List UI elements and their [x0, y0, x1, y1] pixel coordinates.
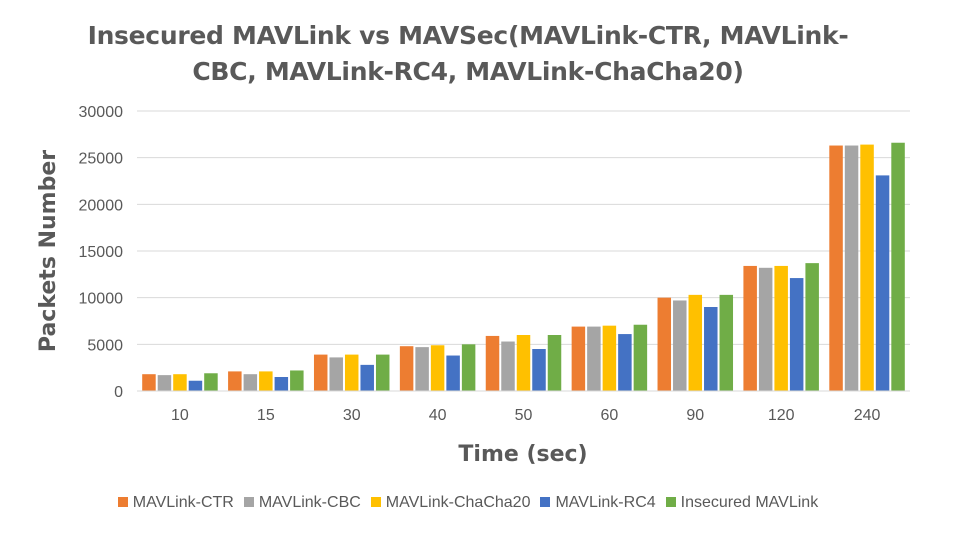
- bar-insecured-mavlink-240: [891, 142, 905, 391]
- legend-swatch: [540, 497, 551, 507]
- y-tick-label: 20000: [79, 197, 124, 214]
- legend-item: MAVLink-ChaCha20: [370, 494, 531, 512]
- bar-insecured-mavlink-120: [805, 263, 819, 391]
- bar-mavlink-ctr-240: [829, 145, 843, 391]
- bar-mavlink-cbc-15: [243, 374, 258, 391]
- bar-mavlink-cbc-40: [415, 347, 429, 391]
- bar-mavlink-rc4-30: [360, 364, 374, 391]
- x-tick-label: 90: [686, 407, 704, 424]
- legend-swatch: [665, 497, 676, 507]
- legend-label: MAVLink-RC4: [555, 494, 656, 511]
- x-axis-title: Time (sec): [458, 442, 587, 467]
- x-tick-label: 10: [171, 407, 189, 424]
- bar-mavlink-ctr-60: [571, 326, 586, 391]
- legend-item: Insecured MAVLink: [665, 494, 819, 512]
- chart-title-line-1: Insecured MAVLink vs MAVSec(MAVLink-CTR,…: [87, 21, 849, 50]
- legend-item: MAVLink-CTR: [117, 494, 234, 512]
- bar-mavlink-chacha20-240: [860, 144, 874, 391]
- bar-mavlink-cbc-240: [844, 145, 859, 391]
- x-tick-label: 40: [429, 407, 447, 424]
- bar-mavlink-ctr-30: [313, 354, 328, 391]
- bars: [142, 142, 905, 391]
- x-tick-labels: 10 15 30 40 50 60 90 120 240: [171, 407, 880, 424]
- bar-insecured-mavlink-40: [461, 344, 476, 391]
- legend-label: MAVLink-CTR: [132, 494, 234, 511]
- legend: MAVLink-CTR MAVLink-CBC MAVLink-ChaCha20 MA…: [0, 494, 936, 512]
- x-tick-label: 30: [343, 407, 361, 424]
- bar-mavlink-ctr-15: [228, 371, 242, 391]
- bar-insecured-mavlink-10: [204, 373, 218, 391]
- y-tick-label: 25000: [79, 151, 124, 168]
- bar-insecured-mavlink-30: [375, 354, 390, 391]
- bar-mavlink-chacha20-40: [430, 345, 445, 391]
- chart-title: Insecured MAVLink vs MAVSec(MAVLink-CTR,…: [0, 18, 936, 90]
- legend-swatch: [243, 497, 254, 507]
- bar-mavlink-ctr-10: [142, 374, 156, 391]
- bar-mavlink-cbc-90: [673, 300, 687, 391]
- bar-mavlink-rc4-10: [188, 380, 203, 391]
- y-tick-label: 0: [114, 384, 123, 401]
- bar-mavlink-ctr-50: [485, 335, 500, 391]
- x-tick-label: 120: [768, 407, 795, 424]
- bar-mavlink-rc4-90: [704, 307, 718, 391]
- bar-mavlink-rc4-50: [532, 349, 546, 391]
- bar-mavlink-cbc-10: [157, 375, 172, 391]
- legend-swatch: [370, 497, 381, 507]
- bar-mavlink-chacha20-60: [602, 325, 617, 391]
- bar-insecured-mavlink-60: [633, 324, 648, 391]
- x-tick-label: 15: [257, 407, 275, 424]
- bar-mavlink-cbc-30: [329, 357, 343, 391]
- bar-mavlink-rc4-240: [875, 175, 890, 391]
- legend-item: MAVLink-CBC: [243, 494, 361, 512]
- legend-item: MAVLink-RC4: [540, 494, 656, 512]
- bar-mavlink-rc4-40: [446, 355, 460, 391]
- y-axis-title: Packets Number: [36, 150, 61, 352]
- x-tick-label: 240: [854, 407, 881, 424]
- bar-mavlink-rc4-15: [274, 377, 289, 391]
- y-tick-label: 15000: [79, 244, 124, 261]
- legend-swatch: [117, 497, 128, 507]
- bar-mavlink-ctr-90: [657, 297, 672, 391]
- legend-label: MAVLink-ChaCha20: [385, 494, 531, 511]
- bar-mavlink-chacha20-30: [344, 354, 359, 391]
- y-tick-label: 30000: [79, 104, 124, 121]
- bar-mavlink-rc4-60: [618, 334, 632, 391]
- chart-title-line-2: CBC, MAVLink-RC4, MAVLink-ChaCha20): [192, 57, 744, 86]
- bar-insecured-mavlink-50: [547, 335, 562, 391]
- bar-mavlink-chacha20-15: [259, 371, 273, 391]
- y-tick-labels: 0 5000 10000 15000 20000 25000 30000: [79, 104, 124, 401]
- y-tick-label: 10000: [79, 291, 124, 308]
- bar-mavlink-ctr-120: [743, 265, 757, 391]
- bar-mavlink-chacha20-50: [516, 335, 531, 391]
- bar-mavlink-cbc-50: [501, 341, 515, 391]
- legend-label: Insecured MAVLink: [680, 494, 819, 511]
- bar-mavlink-cbc-120: [758, 267, 773, 391]
- bar-mavlink-chacha20-10: [173, 374, 187, 391]
- legend-label: MAVLink-CBC: [258, 494, 361, 511]
- bar-insecured-mavlink-15: [290, 370, 304, 391]
- bar-mavlink-cbc-60: [587, 326, 601, 391]
- x-tick-label: 60: [600, 407, 618, 424]
- bar-mavlink-chacha20-120: [774, 265, 788, 391]
- y-tick-label: 5000: [87, 337, 123, 354]
- bar-mavlink-rc4-120: [789, 278, 804, 391]
- x-tick-label: 50: [515, 407, 533, 424]
- bar-insecured-mavlink-90: [719, 294, 734, 391]
- bar-mavlink-chacha20-90: [688, 294, 703, 391]
- bar-mavlink-ctr-40: [399, 346, 414, 391]
